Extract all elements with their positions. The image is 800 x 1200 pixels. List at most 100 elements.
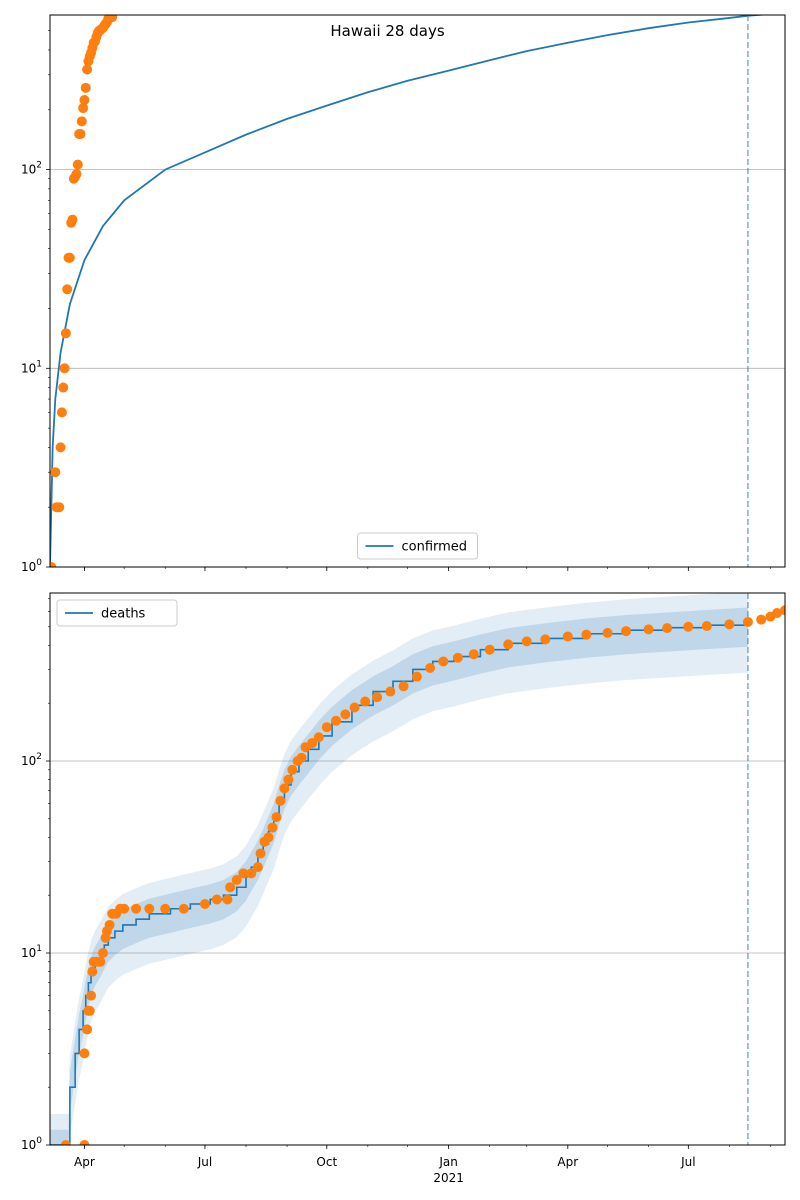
axes-frame [49, 14, 786, 568]
data-point [82, 1024, 93, 1035]
data-point [275, 795, 286, 806]
data-point [662, 623, 673, 634]
data-point [621, 626, 632, 637]
data-point [772, 608, 783, 619]
x-tick-label: Apr [74, 1155, 95, 1169]
data-point [503, 639, 514, 650]
data-point [252, 862, 263, 873]
y-tick-label: 101 [21, 944, 42, 960]
y-tick-label: 100 [21, 1136, 42, 1152]
data-point [398, 681, 409, 692]
data-point [178, 903, 189, 914]
data-point [225, 882, 236, 893]
data-point [452, 652, 463, 663]
legend: confirmed [357, 532, 478, 560]
data-point [76, 116, 87, 127]
data-point [468, 649, 479, 660]
data-point [60, 328, 71, 339]
data-point [246, 868, 257, 879]
data-point [144, 903, 155, 914]
data-point [643, 624, 654, 635]
legend-box [56, 599, 178, 627]
data-point [231, 875, 242, 886]
data-point [79, 1048, 90, 1059]
data-point [701, 620, 712, 631]
data-point [313, 732, 324, 743]
data-point [287, 764, 298, 775]
data-point [58, 382, 69, 393]
data-point [742, 616, 753, 627]
data-point [267, 822, 278, 833]
data-point [279, 783, 290, 794]
data-point [50, 467, 61, 478]
data-point [107, 15, 118, 23]
data-point [724, 619, 735, 630]
data-point [263, 832, 274, 843]
data-point [683, 621, 694, 632]
axes-frame [49, 592, 786, 1146]
data-point [222, 894, 233, 905]
data-point [67, 214, 78, 225]
data-point [86, 990, 97, 1001]
data-point [296, 752, 307, 763]
y-tick-label: 102 [21, 161, 42, 177]
data-point [484, 644, 495, 655]
y-tick-label: 101 [21, 359, 42, 375]
data-point [521, 636, 532, 647]
data-point [255, 848, 266, 859]
data-point [84, 1005, 95, 1016]
data-point [238, 868, 249, 879]
series-line-confirmed [50, 15, 770, 567]
data-point [349, 702, 360, 713]
x-tick-label: Apr [557, 1155, 578, 1169]
data-point [87, 966, 98, 977]
data-point [80, 82, 91, 93]
data-point [79, 95, 90, 106]
chart-title: Hawaii 28 days [330, 22, 444, 40]
data-point [756, 614, 767, 625]
data-point [540, 634, 551, 645]
data-point [50, 562, 57, 567]
x-tick-label: Jul [197, 1155, 212, 1169]
data-point [425, 663, 436, 674]
legend-label: deaths [101, 607, 146, 622]
data-point [82, 64, 93, 75]
data-point [438, 656, 449, 667]
deaths-chart-panel: 100 101 102 deaths Apr Jul Oct Jan Apr Jul 2021 [21, 592, 786, 1185]
data-point [54, 502, 65, 513]
data-point [131, 903, 142, 914]
x-tick-label: Jan [438, 1155, 458, 1169]
y-tick-label: 102 [21, 752, 42, 768]
legend-label: confirmed [402, 540, 468, 555]
data-point [72, 159, 83, 170]
legend-box [357, 532, 478, 560]
data-point [602, 627, 613, 638]
data-point [385, 686, 396, 697]
data-point [79, 1140, 90, 1145]
data-point [59, 363, 70, 374]
data-point [95, 956, 106, 967]
legend: deaths [56, 599, 178, 627]
x-year-label: 2021 [433, 1171, 464, 1185]
data-point [71, 169, 82, 180]
y-tick-label: 100 [21, 558, 42, 574]
data-point [78, 103, 89, 114]
confirmed-chart-panel: 100 101 102 Hawaii 28 days confirmed [21, 14, 786, 574]
data-point [340, 709, 351, 720]
data-point [56, 407, 67, 418]
data-point [581, 629, 592, 640]
data-point [211, 894, 222, 905]
data-point [60, 1140, 71, 1145]
data-point [271, 812, 282, 823]
data-point [160, 903, 171, 914]
data-point [372, 692, 383, 703]
data-point [55, 442, 66, 453]
data-point [321, 722, 332, 733]
data-point [75, 129, 86, 140]
data-point [64, 252, 75, 263]
data-point [360, 696, 371, 707]
data-point [780, 605, 785, 616]
x-tick-label: Jul [680, 1155, 695, 1169]
data-point [411, 671, 422, 682]
